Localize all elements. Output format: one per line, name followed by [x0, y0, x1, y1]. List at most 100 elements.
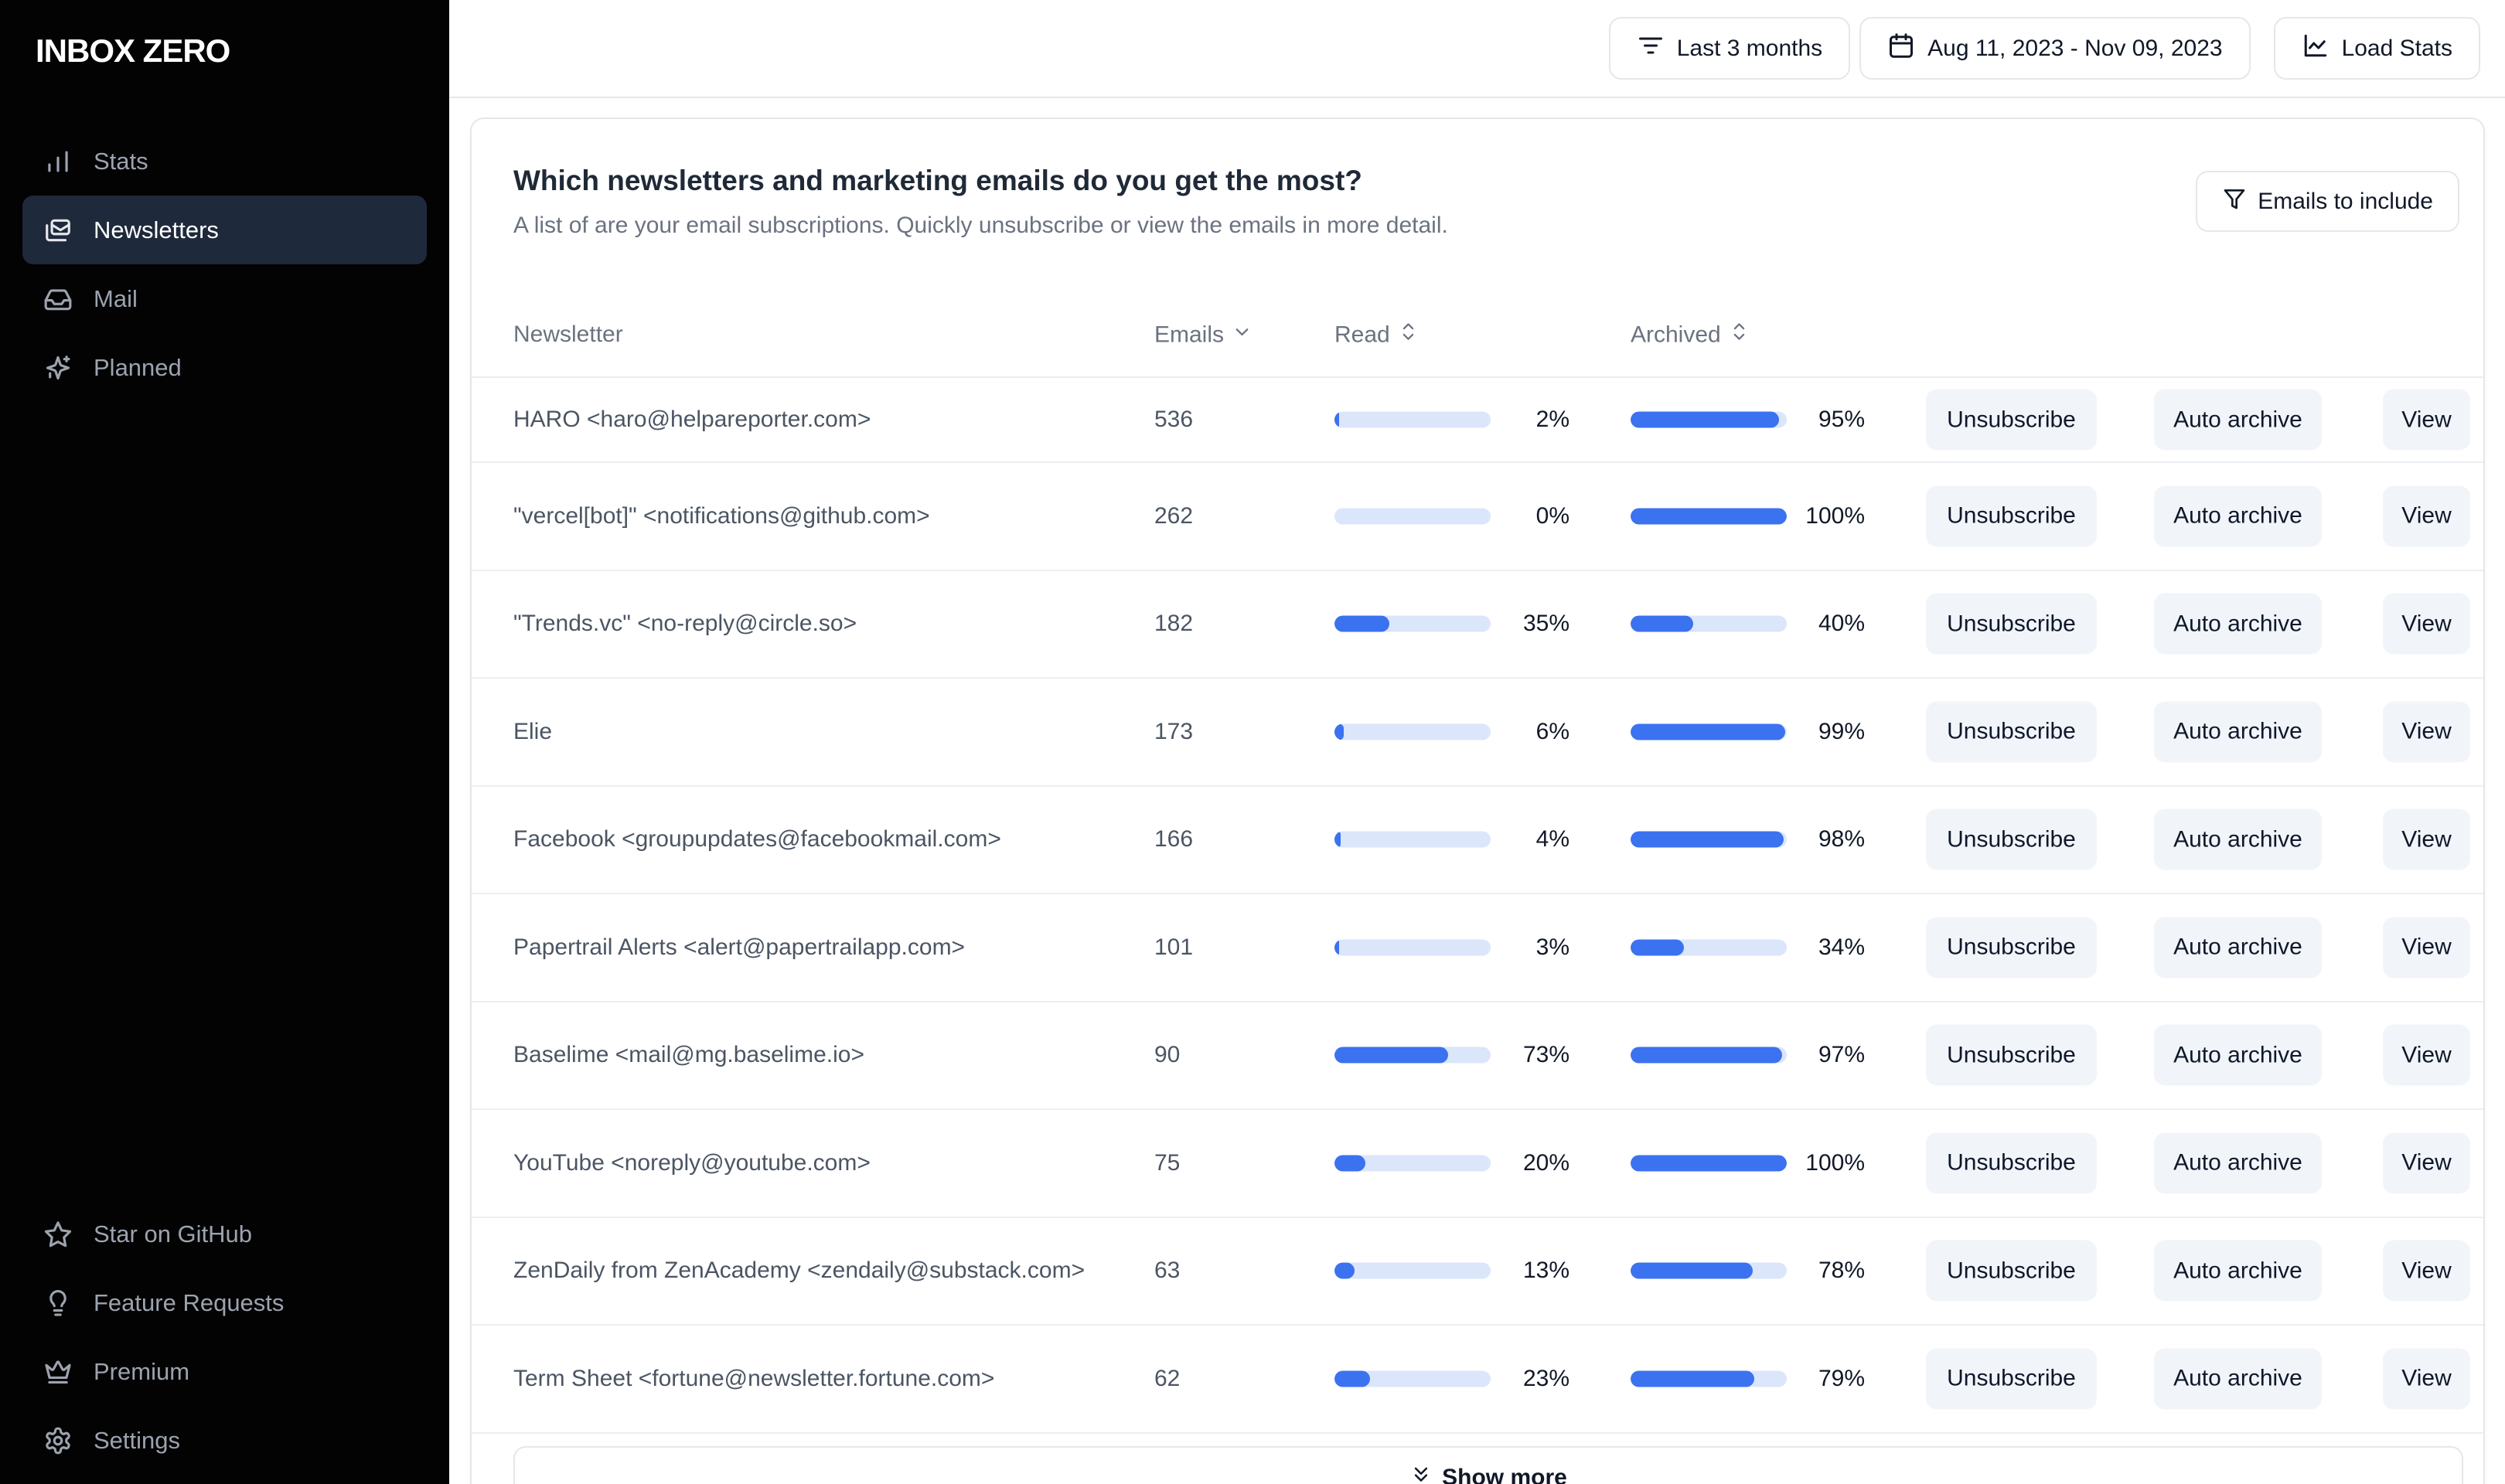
- column-header-read[interactable]: Read: [1334, 322, 1419, 349]
- read-progress-bar: [1334, 939, 1491, 956]
- main-content: Last 3 months Aug 11, 2023 - Nov 09, 202…: [449, 0, 2505, 1484]
- unsubscribe-button[interactable]: Unsubscribe: [1926, 808, 2097, 870]
- sidebar-item-star-on-github[interactable]: Star on GitHub: [22, 1200, 427, 1268]
- newsletter-name: ZenDaily from ZenAcademy <zendaily@subst…: [513, 1258, 1086, 1284]
- unsubscribe-button[interactable]: Unsubscribe: [1926, 485, 2097, 547]
- archived-progress-bar: [1631, 615, 1787, 632]
- sidebar-item-newsletters[interactable]: Newsletters: [22, 196, 427, 264]
- view-button[interactable]: View: [2383, 1024, 2470, 1086]
- sidebar: INBOX ZERO Stats Newsletters Mail Planned S…: [0, 0, 449, 1484]
- unsubscribe-button[interactable]: Unsubscribe: [1926, 1024, 2097, 1086]
- emails-count: 166: [1154, 826, 1194, 853]
- emails-count: 173: [1154, 718, 1194, 744]
- topbar: Last 3 months Aug 11, 2023 - Nov 09, 202…: [449, 0, 2505, 98]
- newsletter-name: "vercel[bot]" <notifications@github.com>: [513, 502, 930, 529]
- unsubscribe-button[interactable]: Unsubscribe: [1926, 1348, 2097, 1410]
- sidebar-item-feature-requests[interactable]: Feature Requests: [22, 1268, 427, 1337]
- auto-archive-button[interactable]: Auto archive: [2154, 1132, 2322, 1194]
- column-header-emails[interactable]: Emails: [1154, 322, 1252, 349]
- sidebar-item-premium[interactable]: Premium: [22, 1337, 427, 1406]
- sidebar-item-settings[interactable]: Settings: [22, 1406, 427, 1475]
- page-subtitle: A list of are your email subscriptions. …: [513, 213, 1448, 238]
- view-button[interactable]: View: [2383, 917, 2470, 979]
- filter-lines-icon: [1637, 32, 1665, 66]
- table-row: Elie 173 6% 99% Unsubscribe Auto archive View: [472, 679, 2483, 787]
- emails-to-include-button[interactable]: Emails to include: [2196, 171, 2459, 232]
- load-stats-button[interactable]: Load Stats: [2273, 17, 2480, 80]
- sidebar-item-label: Feature Requests: [94, 1288, 285, 1316]
- newsletter-name: YouTube <noreply@youtube.com>: [513, 1149, 871, 1176]
- unsubscribe-button[interactable]: Unsubscribe: [1926, 1240, 2097, 1302]
- page-title: Which newsletters and marketing emails d…: [513, 165, 1362, 196]
- table-header-row: Newsletter Emails Read Archived: [472, 293, 2483, 378]
- app-logo: INBOX ZERO: [36, 32, 230, 69]
- auto-archive-button[interactable]: Auto archive: [2154, 1240, 2322, 1302]
- card-header: Which newsletters and marketing emails d…: [472, 119, 2483, 293]
- read-progress-bar: [1334, 1047, 1491, 1064]
- funnel-icon: [2222, 186, 2247, 217]
- auto-archive-button[interactable]: Auto archive: [2154, 485, 2322, 547]
- table-row: ZenDaily from ZenAcademy <zendaily@subst…: [472, 1218, 2483, 1326]
- show-more-button[interactable]: Show more: [513, 1445, 2463, 1484]
- archived-percent: 99%: [1818, 718, 1865, 744]
- emails-count: 262: [1154, 502, 1194, 529]
- date-range-button[interactable]: Aug 11, 2023 - Nov 09, 2023: [1859, 17, 2251, 80]
- mails-icon: [43, 216, 73, 245]
- emails-count: 90: [1154, 1042, 1181, 1068]
- sidebar-item-label: Star on GitHub: [94, 1220, 253, 1247]
- chevrons-up-down-icon: [1398, 322, 1419, 349]
- star-icon: [43, 1220, 73, 1249]
- auto-archive-button[interactable]: Auto archive: [2154, 1024, 2322, 1086]
- read-percent: 6%: [1535, 718, 1569, 744]
- column-header-archived[interactable]: Archived: [1631, 322, 1750, 349]
- period-button[interactable]: Last 3 months: [1608, 17, 1851, 80]
- sidebar-item-planned[interactable]: Planned: [22, 333, 427, 402]
- emails-count: 182: [1154, 611, 1194, 637]
- emails-count: 75: [1154, 1149, 1181, 1176]
- auto-archive-button[interactable]: Auto archive: [2154, 389, 2322, 451]
- view-button[interactable]: View: [2383, 1348, 2470, 1410]
- archived-progress-bar: [1631, 1262, 1787, 1279]
- view-button[interactable]: View: [2383, 593, 2470, 655]
- view-button[interactable]: View: [2383, 485, 2470, 547]
- unsubscribe-button[interactable]: Unsubscribe: [1926, 593, 2097, 655]
- column-header-label: Archived: [1631, 322, 1721, 347]
- lightbulb-icon: [43, 1288, 73, 1318]
- card-wrapper: Which newsletters and marketing emails d…: [449, 98, 2505, 1484]
- unsubscribe-button[interactable]: Unsubscribe: [1926, 917, 2097, 979]
- bar-chart-icon: [43, 147, 73, 176]
- show-more-label: Show more: [1442, 1464, 1567, 1484]
- sidebar-item-label: Planned: [94, 353, 182, 381]
- view-button[interactable]: View: [2383, 808, 2470, 870]
- read-progress-bar: [1334, 411, 1491, 428]
- unsubscribe-button[interactable]: Unsubscribe: [1926, 389, 2097, 451]
- auto-archive-button[interactable]: Auto archive: [2154, 1348, 2322, 1410]
- archived-percent: 95%: [1818, 407, 1865, 432]
- read-percent: 13%: [1522, 1258, 1569, 1284]
- table-row: Baselime <mail@mg.baselime.io> 90 73% 97% Un…: [472, 1002, 2483, 1110]
- view-button[interactable]: View: [2383, 389, 2470, 451]
- auto-archive-button[interactable]: Auto archive: [2154, 808, 2322, 870]
- unsubscribe-button[interactable]: Unsubscribe: [1926, 1132, 2097, 1194]
- view-button[interactable]: View: [2383, 1240, 2470, 1302]
- auto-archive-button[interactable]: Auto archive: [2154, 701, 2322, 763]
- view-button[interactable]: View: [2383, 701, 2470, 763]
- sidebar-item-mail[interactable]: Mail: [22, 264, 427, 333]
- archived-progress-bar: [1631, 508, 1787, 525]
- view-button[interactable]: View: [2383, 1132, 2470, 1194]
- table-row: YouTube <noreply@youtube.com> 75 20% 100% Un…: [472, 1110, 2483, 1218]
- table-row: "Trends.vc" <no-reply@circle.so> 182 35% 40…: [472, 571, 2483, 679]
- auto-archive-button[interactable]: Auto archive: [2154, 593, 2322, 655]
- unsubscribe-button[interactable]: Unsubscribe: [1926, 701, 2097, 763]
- read-percent: 2%: [1535, 407, 1569, 432]
- read-percent: 23%: [1522, 1365, 1569, 1391]
- sidebar-item-stats[interactable]: Stats: [22, 127, 427, 196]
- sidebar-item-label: Premium: [94, 1357, 190, 1385]
- newsletter-name: "Trends.vc" <no-reply@circle.so>: [513, 611, 857, 637]
- auto-archive-button[interactable]: Auto archive: [2154, 917, 2322, 979]
- date-range-label: Aug 11, 2023 - Nov 09, 2023: [1927, 35, 2223, 61]
- read-percent: 4%: [1535, 826, 1569, 853]
- emails-count: 62: [1154, 1365, 1181, 1391]
- read-progress-bar: [1334, 723, 1491, 740]
- sparkles-icon: [43, 353, 73, 383]
